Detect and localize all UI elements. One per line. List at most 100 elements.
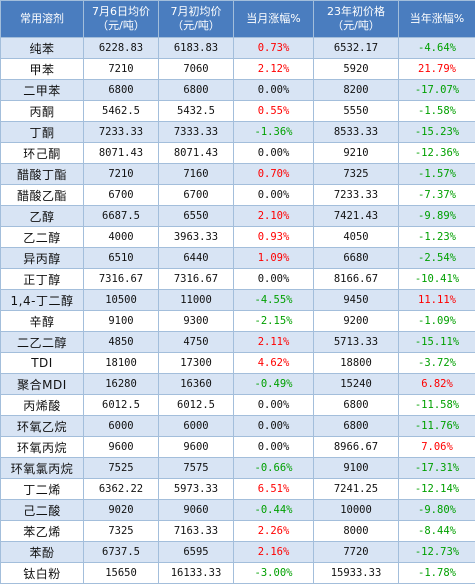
current-price: 7525 [84,458,159,479]
year-start-price: 7233.33 [314,185,399,206]
month-start-price: 6700 [159,185,234,206]
solvent-name: 异丙醇 [1,248,84,269]
month-change: -1.36% [234,122,314,143]
year-change: -11.58% [399,395,475,416]
solvent-name: 乙醇 [1,206,84,227]
year-start-price: 8200 [314,80,399,101]
month-change: 0.00% [234,437,314,458]
month-start-price: 6800 [159,80,234,101]
year-change: -12.14% [399,479,475,500]
year-change: -17.31% [399,458,475,479]
year-change: -15.11% [399,332,475,353]
month-start-price: 7060 [159,59,234,80]
header-current-price: 7月6日均价（元/吨） [84,1,159,38]
current-price: 6737.5 [84,542,159,563]
month-start-price: 7316.67 [159,269,234,290]
year-change: -12.73% [399,542,475,563]
month-change: -0.49% [234,374,314,395]
year-start-price: 5713.33 [314,332,399,353]
solvent-name: 纯苯 [1,38,84,59]
year-start-price: 9210 [314,143,399,164]
solvent-name: 正丁醇 [1,269,84,290]
month-start-price: 7575 [159,458,234,479]
month-change: 0.55% [234,101,314,122]
year-start-price: 18800 [314,353,399,374]
year-start-price: 7720 [314,542,399,563]
month-change: 2.10% [234,206,314,227]
month-start-price: 9300 [159,311,234,332]
current-price: 6000 [84,416,159,437]
current-price: 4850 [84,332,159,353]
month-change: -3.00% [234,563,314,584]
solvent-name: 甲苯 [1,59,84,80]
current-price: 7325 [84,521,159,542]
year-start-price: 8966.67 [314,437,399,458]
solvent-name: 乙二醇 [1,227,84,248]
month-start-price: 8071.43 [159,143,234,164]
month-change: -0.44% [234,500,314,521]
month-change: 0.93% [234,227,314,248]
year-start-price: 6800 [314,416,399,437]
year-change: 11.11% [399,290,475,311]
month-start-price: 11000 [159,290,234,311]
solvent-name: 苯乙烯 [1,521,84,542]
solvent-name: 聚合MDI [1,374,84,395]
month-change: -4.55% [234,290,314,311]
current-price: 6228.83 [84,38,159,59]
solvent-name: 丙烯酸 [1,395,84,416]
current-price: 7210 [84,164,159,185]
year-start-price: 9100 [314,458,399,479]
year-start-price: 9450 [314,290,399,311]
year-change: 21.79% [399,59,475,80]
year-change: -2.54% [399,248,475,269]
month-change: 2.11% [234,332,314,353]
year-change: -8.44% [399,521,475,542]
solvent-name: 醋酸乙酯 [1,185,84,206]
current-price: 7316.67 [84,269,159,290]
solvent-name: 二乙二醇 [1,332,84,353]
month-change: 1.09% [234,248,314,269]
current-price: 10500 [84,290,159,311]
year-change: -9.80% [399,500,475,521]
year-start-price: 7325 [314,164,399,185]
month-start-price: 6440 [159,248,234,269]
year-start-price: 15240 [314,374,399,395]
month-start-price: 3963.33 [159,227,234,248]
solvent-name: 二甲苯 [1,80,84,101]
header-year-change: 当年涨幅% [399,1,475,38]
solvent-name: 1,4-丁二醇 [1,290,84,311]
month-change: 2.12% [234,59,314,80]
year-start-price: 9200 [314,311,399,332]
year-start-price: 7241.25 [314,479,399,500]
month-start-price: 9600 [159,437,234,458]
month-start-price: 16360 [159,374,234,395]
month-change: 0.00% [234,269,314,290]
year-start-price: 6532.17 [314,38,399,59]
month-change: 2.16% [234,542,314,563]
month-start-price: 9060 [159,500,234,521]
year-start-price: 5550 [314,101,399,122]
header-month-change: 当月涨幅% [234,1,314,38]
solvent-name: 丁酮 [1,122,84,143]
year-change: -15.23% [399,122,475,143]
year-change: -1.09% [399,311,475,332]
year-start-price: 10000 [314,500,399,521]
year-change: -1.58% [399,101,475,122]
month-start-price: 17300 [159,353,234,374]
current-price: 6362.22 [84,479,159,500]
year-start-price: 8000 [314,521,399,542]
month-start-price: 6550 [159,206,234,227]
month-start-price: 6595 [159,542,234,563]
month-start-price: 6000 [159,416,234,437]
